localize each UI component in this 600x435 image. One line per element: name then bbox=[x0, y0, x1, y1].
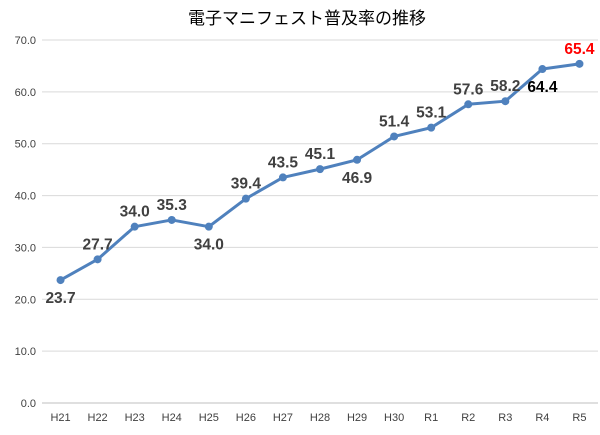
data-label: 64.4 bbox=[527, 79, 558, 96]
y-tick-label: 0.0 bbox=[21, 398, 36, 410]
data-label: 51.4 bbox=[379, 113, 410, 130]
data-label: 43.5 bbox=[268, 154, 299, 171]
data-label: 35.3 bbox=[157, 197, 188, 214]
x-tick-label: R5 bbox=[572, 412, 586, 424]
y-tick-label: 20.0 bbox=[15, 294, 36, 306]
y-tick-label: 60.0 bbox=[15, 87, 36, 99]
data-point bbox=[204, 222, 213, 231]
data-point bbox=[93, 255, 102, 264]
x-tick-label: H26 bbox=[236, 412, 256, 424]
data-point bbox=[501, 97, 510, 106]
y-tick-label: 10.0 bbox=[15, 346, 36, 358]
data-point bbox=[464, 100, 473, 109]
data-label: 65.4 bbox=[564, 41, 595, 58]
y-tick-label: 30.0 bbox=[15, 242, 36, 254]
x-tick-label: H25 bbox=[199, 412, 219, 424]
data-labels: 23.7 27.7 34.0 35.3 34.0 39.4 43.5 45.1 46.9 51.4… bbox=[45, 41, 594, 307]
y-tick-label: 50.0 bbox=[15, 139, 36, 151]
data-label: 34.0 bbox=[120, 204, 150, 221]
data-label: 39.4 bbox=[231, 176, 262, 193]
x-tick-label: R3 bbox=[498, 412, 512, 424]
x-tick-label: R1 bbox=[424, 412, 438, 424]
x-tick-label: H22 bbox=[88, 412, 108, 424]
x-tick-label: H27 bbox=[273, 412, 293, 424]
x-tick-label: H30 bbox=[384, 412, 404, 424]
data-point bbox=[167, 215, 176, 224]
y-axis-ticks: 0.0 10.0 20.0 30.0 40.0 50.0 60.0 70.0 bbox=[15, 35, 36, 410]
data-points bbox=[56, 59, 584, 285]
data-label: 34.0 bbox=[194, 237, 224, 254]
data-label: 46.9 bbox=[342, 170, 373, 187]
data-point bbox=[316, 165, 324, 174]
x-tick-label: H23 bbox=[125, 412, 145, 424]
data-label: 58.2 bbox=[490, 78, 520, 95]
data-point bbox=[56, 276, 65, 285]
x-tick-label: H21 bbox=[50, 412, 70, 424]
chart-title: 電子マニフェスト普及率の推移 bbox=[188, 9, 426, 29]
gridlines bbox=[42, 39, 598, 404]
x-axis-ticks: H21 H22 H23 H24 H25 H26 H27 H28 H29 H30 R1 R2 R3 R4 R5 bbox=[50, 412, 586, 424]
x-tick-label: R2 bbox=[461, 412, 475, 424]
x-tick-label: H29 bbox=[347, 412, 367, 424]
data-point bbox=[575, 59, 584, 68]
data-point bbox=[427, 123, 436, 132]
x-tick-label: H24 bbox=[162, 412, 182, 424]
data-point bbox=[241, 194, 250, 203]
data-label: 23.7 bbox=[45, 290, 75, 307]
data-label: 27.7 bbox=[83, 236, 113, 253]
data-label: 45.1 bbox=[305, 146, 336, 163]
data-point bbox=[278, 173, 287, 182]
data-point bbox=[538, 65, 547, 74]
x-tick-label: R4 bbox=[535, 412, 549, 424]
data-point bbox=[353, 155, 362, 164]
data-label: 53.1 bbox=[416, 105, 447, 122]
x-tick-label: H28 bbox=[310, 412, 330, 424]
data-point bbox=[130, 222, 139, 231]
data-label: 57.6 bbox=[453, 81, 484, 98]
data-point bbox=[390, 132, 399, 141]
y-tick-label: 40.0 bbox=[15, 191, 36, 203]
y-tick-label: 70.0 bbox=[15, 35, 36, 47]
